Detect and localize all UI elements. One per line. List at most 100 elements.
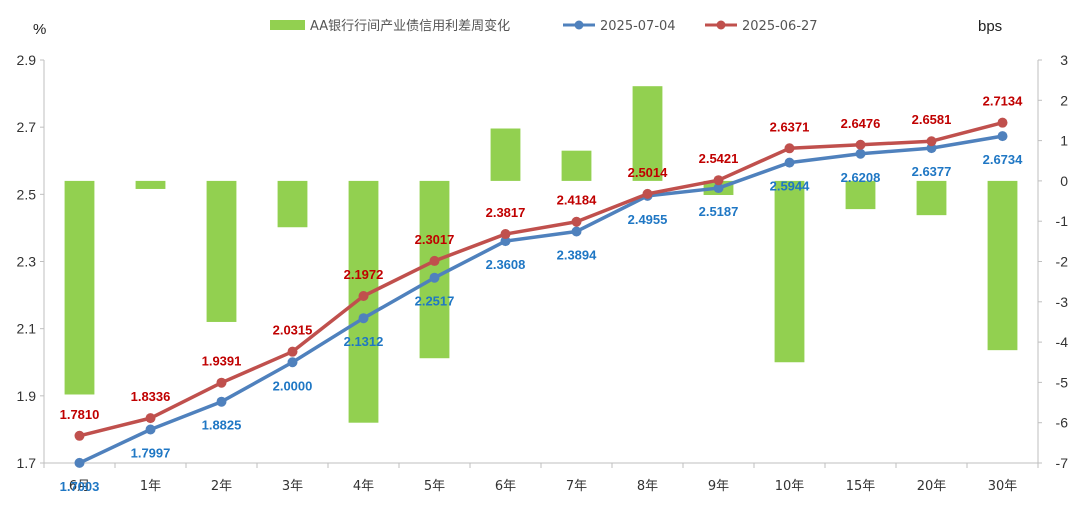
point-2025-07-04 xyxy=(358,313,369,324)
line-2025-06-27 xyxy=(79,120,1003,438)
data-label-2025-07-04: 2.6734 xyxy=(983,152,1024,167)
right-unit-label: bps xyxy=(978,18,1002,35)
data-label-2025-07-04: 1.8825 xyxy=(202,418,242,433)
point-2025-07-04 xyxy=(997,131,1008,142)
bar-spread-change xyxy=(206,180,237,322)
x-category-label: 6月 xyxy=(69,479,90,494)
data-label-2025-07-04: 2.5944 xyxy=(770,179,811,194)
data-label-2025-06-27: 2.6476 xyxy=(841,116,881,131)
legend-label-2025-07-04: 2025-07-04 xyxy=(600,19,676,34)
x-category-label: 6年 xyxy=(495,479,516,494)
data-label-2025-06-27: 2.3017 xyxy=(415,232,455,247)
point-2025-06-27 xyxy=(145,413,156,424)
bar-spread-change xyxy=(916,180,947,216)
data-label-2025-06-27: 2.5421 xyxy=(699,151,739,166)
point-2025-06-27 xyxy=(571,216,582,227)
left-tick-label: 1.7 xyxy=(17,455,37,471)
point-2025-07-04 xyxy=(713,183,724,194)
x-category-label: 10年 xyxy=(775,479,805,494)
point-2025-07-04 xyxy=(429,272,440,283)
point-2025-06-27 xyxy=(216,377,227,388)
point-2025-06-27 xyxy=(500,229,511,240)
data-label-2025-06-27: 2.6371 xyxy=(770,119,810,134)
bar-spread-change xyxy=(845,180,876,210)
data-label-2025-07-04: 2.0000 xyxy=(273,378,313,393)
right-tick-label: -1 xyxy=(1056,213,1069,229)
x-category-label: 2年 xyxy=(211,479,232,494)
bar-spread-change xyxy=(490,128,521,181)
point-2025-07-04 xyxy=(926,143,937,154)
data-label-2025-07-04: 2.2517 xyxy=(415,294,455,309)
bar-spread-change xyxy=(632,86,663,181)
right-tick-label: -4 xyxy=(1056,334,1069,350)
point-2025-06-27 xyxy=(784,143,795,154)
bar-spread-change xyxy=(277,180,308,228)
bar-spread-change xyxy=(419,180,450,359)
x-category-label: 1年 xyxy=(140,479,161,494)
point-2025-07-04 xyxy=(145,424,156,435)
point-2025-07-04 xyxy=(287,357,298,368)
legend-swatch-marker xyxy=(574,20,584,30)
right-tick-label: -2 xyxy=(1056,254,1069,270)
point-2025-07-04 xyxy=(500,236,511,247)
right-tick-label: -3 xyxy=(1056,294,1069,310)
x-category-label: 30年 xyxy=(988,479,1018,494)
x-category-label: 4年 xyxy=(353,479,374,494)
x-category-label: 7年 xyxy=(566,479,587,494)
left-tick-label: 2.9 xyxy=(17,52,37,68)
right-tick-label: -7 xyxy=(1056,455,1069,471)
right-tick-label: -5 xyxy=(1056,374,1069,390)
data-label-2025-07-04: 2.6208 xyxy=(841,170,881,185)
legend-label-bar: AA银行行间产业债信用利差周变化 xyxy=(310,18,510,34)
right-tick-label: 0 xyxy=(1060,173,1068,189)
bar-spread-change xyxy=(774,180,805,363)
data-label-2025-07-04: 1.7003 xyxy=(60,479,100,494)
data-label-2025-07-04: 2.3608 xyxy=(486,257,526,272)
legend-label-2025-06-27: 2025-06-27 xyxy=(742,19,818,34)
point-2025-06-27 xyxy=(74,430,85,441)
data-label-2025-07-04: 2.5187 xyxy=(699,204,739,219)
left-tick-label: 2.7 xyxy=(17,119,37,135)
data-label-2025-06-27: 2.0315 xyxy=(273,323,313,338)
x-category-label: 15年 xyxy=(846,479,876,494)
legend-swatch-bar xyxy=(270,20,305,30)
point-2025-07-04 xyxy=(855,148,866,159)
data-label-2025-06-27: 2.4184 xyxy=(557,193,598,208)
bar-spread-change xyxy=(64,180,95,395)
data-label-2025-06-27: 1.8336 xyxy=(131,389,171,404)
point-2025-06-27 xyxy=(358,291,369,302)
data-label-2025-06-27: 1.7810 xyxy=(60,407,100,422)
data-label-2025-07-04: 2.3894 xyxy=(557,247,598,262)
x-category-label: 5年 xyxy=(424,479,445,494)
x-category-label: 9年 xyxy=(708,479,729,494)
x-category-label: 8年 xyxy=(637,479,658,494)
point-2025-06-27 xyxy=(713,175,724,186)
x-category-label: 3年 xyxy=(282,479,303,494)
legend-swatch-marker xyxy=(716,20,726,30)
point-2025-06-27 xyxy=(855,139,866,150)
point-2025-07-04 xyxy=(784,157,795,168)
point-2025-07-04 xyxy=(216,396,227,407)
data-label-2025-07-04: 1.7997 xyxy=(131,446,171,461)
right-tick-label: 2 xyxy=(1060,92,1068,108)
line-2025-07-04 xyxy=(78,134,1003,465)
left-tick-label: 1.9 xyxy=(17,388,37,404)
right-tick-label: -6 xyxy=(1056,415,1069,431)
left-tick-label: 2.3 xyxy=(17,254,37,270)
point-2025-06-27 xyxy=(926,136,937,147)
point-2025-06-27 xyxy=(429,255,440,266)
point-2025-07-04 xyxy=(571,226,582,237)
point-2025-06-27 xyxy=(997,117,1008,128)
data-label-2025-07-04: 2.4955 xyxy=(628,212,668,227)
data-label-2025-06-27: 2.5014 xyxy=(628,165,669,180)
left-tick-label: 2.1 xyxy=(17,321,37,337)
point-2025-06-27 xyxy=(642,188,653,199)
bar-spread-change xyxy=(135,180,166,189)
left-unit-label: % xyxy=(33,21,46,38)
data-label-2025-06-27: 2.1972 xyxy=(344,267,384,282)
data-label-2025-06-27: 2.3817 xyxy=(486,205,526,220)
point-2025-06-27 xyxy=(287,346,298,357)
data-label-2025-06-27: 2.7134 xyxy=(983,94,1024,109)
